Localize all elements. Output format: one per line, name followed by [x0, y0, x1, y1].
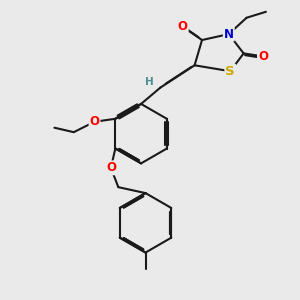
Text: O: O	[106, 161, 116, 174]
Text: O: O	[89, 115, 100, 128]
Text: O: O	[178, 20, 188, 33]
Text: N: N	[224, 28, 234, 40]
Text: S: S	[225, 65, 235, 78]
Text: H: H	[145, 77, 154, 87]
Text: O: O	[258, 50, 268, 63]
